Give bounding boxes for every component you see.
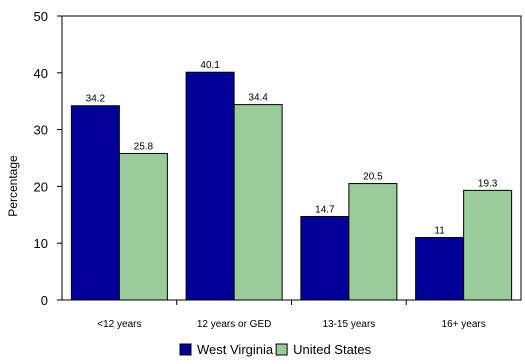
- data-label: 34.4: [248, 93, 268, 104]
- x-tick-label: 13-15 years: [322, 319, 375, 330]
- bar-united-states: [233, 104, 283, 301]
- data-label: 11: [434, 226, 445, 237]
- data-label: 19.3: [478, 178, 498, 189]
- data-label: 20.5: [363, 172, 383, 183]
- data-label: 40.1: [200, 60, 220, 71]
- legend-swatch: [179, 343, 192, 356]
- legend-swatch: [275, 343, 288, 356]
- data-label: 34.2: [86, 94, 106, 105]
- legend-label: West Virginia: [197, 342, 274, 357]
- legend-label: United States: [293, 342, 372, 357]
- bar-west-virginia: [415, 237, 465, 301]
- bar-united-states: [118, 152, 168, 301]
- x-tick-label: 16+ years: [442, 319, 486, 330]
- bar-west-virginia: [300, 216, 350, 301]
- bar-united-states: [463, 189, 513, 301]
- y-tick-label: 30: [34, 123, 48, 138]
- data-label: 25.8: [134, 141, 154, 152]
- y-axis-title: Percentage: [6, 155, 20, 217]
- bar-west-virginia: [70, 105, 120, 301]
- x-tick-label: 12 years or GED: [197, 319, 271, 330]
- bars: [70, 71, 513, 301]
- y-tick-label: 50: [34, 9, 48, 24]
- y-tick-label: 10: [34, 236, 48, 251]
- data-label: 14.7: [315, 205, 335, 216]
- y-tick-label: 40: [34, 66, 48, 81]
- legend: West Virginia United States: [179, 342, 372, 357]
- x-axis: <12 years 12 years or GED 13-15 years 16+ y…: [97, 300, 486, 330]
- x-tick-label: <12 years: [97, 319, 141, 330]
- bar-west-virginia: [185, 71, 235, 301]
- y-tick-label: 0: [41, 293, 48, 308]
- bar-united-states: [348, 183, 398, 301]
- data-labels: 34.2 25.8 40.1 34.4 14.7 20.5 11 19.3: [86, 60, 498, 236]
- y-tick-label: 20: [34, 179, 48, 194]
